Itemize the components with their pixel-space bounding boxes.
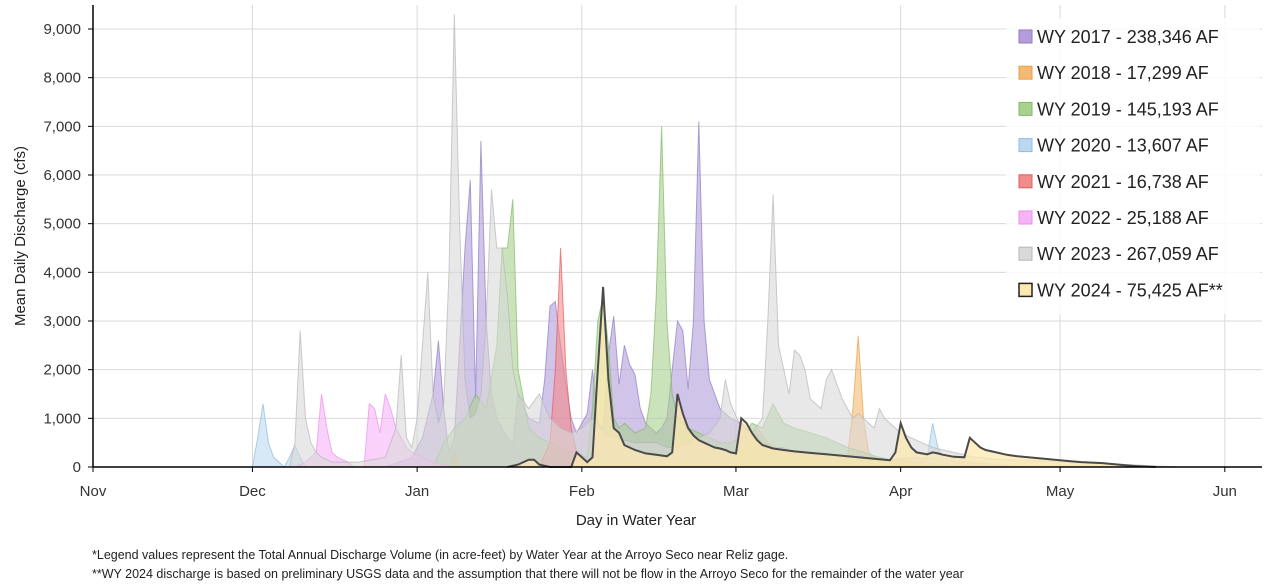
legend-swatch (1018, 246, 1033, 261)
legend-entry: WY 2021 - 16,738 AF (1037, 172, 1209, 192)
legend-entry: WY 2017 - 238,346 AF (1037, 27, 1219, 47)
x-tick-label: Jan (405, 483, 429, 500)
legend-background (1006, 18, 1260, 314)
x-tick-label: Mar (723, 483, 749, 500)
legend-entry: WY 2022 - 25,188 AF (1037, 208, 1209, 228)
legend-swatch (1018, 29, 1033, 44)
footnote-legend-values: *Legend values represent the Total Annua… (92, 548, 789, 562)
x-tick-label: May (1046, 483, 1075, 500)
y-tick-label: 2,000 (43, 362, 81, 379)
legend-swatch (1018, 138, 1033, 153)
y-tick-label: 1,000 (43, 410, 81, 427)
footnote-wy2024: **WY 2024 discharge is based on prelimin… (92, 567, 964, 581)
legend-swatch (1018, 282, 1033, 298)
y-tick-label: 8,000 (43, 70, 81, 87)
series-area (539, 248, 588, 467)
legend-swatch (1018, 210, 1033, 225)
x-tick-label: Feb (569, 483, 595, 500)
gridlines (93, 5, 1262, 467)
legend-entry: WY 2018 - 17,299 AF (1037, 63, 1209, 83)
legend-entry: WY 2024 - 75,425 AF** (1037, 280, 1223, 300)
x-tick-label: Jun (1213, 483, 1237, 500)
series-area (294, 394, 455, 467)
legend-entry: WY 2020 - 13,607 AF (1037, 136, 1209, 156)
legend-entry: WY 2023 - 267,059 AF (1037, 244, 1219, 264)
y-tick-labels: 0 1,000 2,000 3,000 4,000 5,000 6,000 7,000 8,00… (43, 21, 81, 476)
legend: WY 2017 - 238,346 AF WY 2018 - 17,299 AF W… (1006, 18, 1260, 314)
legend-swatch (1018, 101, 1033, 116)
y-tick-label: 5,000 (43, 216, 81, 233)
y-tick-label: 7,000 (43, 118, 81, 135)
y-tick-label: 0 (73, 459, 81, 476)
y-tick-label: 9,000 (43, 21, 81, 38)
x-tick-label: Dec (239, 483, 266, 500)
legend-swatch (1018, 174, 1033, 189)
x-axis-title: Day in Water Year (576, 512, 696, 529)
x-tick-label: Apr (889, 483, 912, 500)
series-line (507, 286, 1156, 468)
x-tick-labels: Nov Dec Jan Feb Mar Apr May Jun (80, 483, 1237, 500)
x-tick-label: Nov (80, 483, 107, 500)
series-8 (507, 286, 1156, 468)
axes (88, 5, 1262, 472)
y-tick-label: 4,000 (43, 264, 81, 281)
y-tick-label: 6,000 (43, 167, 81, 184)
legend-swatch (1018, 65, 1033, 80)
y-axis-title: Mean Daily Discharge (cfs) (12, 146, 29, 326)
y-tick-label: 3,000 (43, 313, 81, 330)
legend-entry: WY 2019 - 145,193 AF (1037, 99, 1219, 119)
